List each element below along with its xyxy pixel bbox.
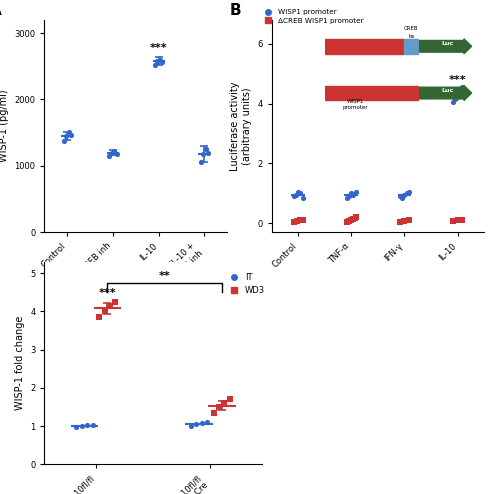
Point bbox=[220, 399, 228, 407]
Point bbox=[202, 145, 209, 153]
Point bbox=[454, 89, 462, 97]
Text: A: A bbox=[0, 3, 1, 18]
Point bbox=[290, 218, 298, 226]
Point bbox=[95, 313, 103, 321]
Point bbox=[396, 218, 404, 226]
Point bbox=[403, 189, 411, 197]
Point bbox=[67, 130, 75, 138]
Point bbox=[226, 395, 234, 403]
Point bbox=[197, 159, 205, 166]
Point bbox=[83, 421, 91, 429]
Point bbox=[60, 137, 68, 145]
Legend: IT, WD3: IT, WD3 bbox=[223, 270, 269, 298]
Point bbox=[450, 98, 457, 106]
Point bbox=[293, 217, 301, 225]
Text: B: B bbox=[229, 3, 241, 18]
Point bbox=[347, 216, 355, 224]
Point bbox=[298, 194, 306, 202]
Text: **: ** bbox=[159, 271, 170, 281]
Point bbox=[343, 218, 351, 226]
Point bbox=[453, 216, 461, 224]
Point bbox=[452, 93, 460, 101]
Point bbox=[112, 298, 120, 306]
Point bbox=[65, 128, 73, 136]
Point bbox=[298, 216, 306, 224]
Point bbox=[401, 217, 409, 225]
Point bbox=[350, 191, 358, 199]
Point bbox=[347, 189, 355, 197]
Point bbox=[396, 192, 404, 200]
Point bbox=[343, 194, 351, 202]
Point bbox=[203, 418, 211, 426]
Point bbox=[78, 422, 86, 430]
Point bbox=[345, 192, 353, 200]
Point bbox=[296, 216, 304, 224]
Point bbox=[455, 87, 463, 95]
Point bbox=[294, 188, 302, 196]
Point bbox=[156, 56, 164, 64]
Point bbox=[108, 149, 116, 157]
Point bbox=[159, 58, 166, 66]
Text: ***: *** bbox=[99, 288, 116, 298]
Y-axis label: WISP-1 (pg/ml): WISP-1 (pg/ml) bbox=[0, 89, 9, 163]
Point bbox=[110, 147, 118, 155]
Point bbox=[296, 189, 304, 197]
Point bbox=[198, 419, 206, 427]
Point bbox=[105, 152, 113, 160]
Point bbox=[204, 149, 212, 157]
Point bbox=[352, 213, 360, 221]
Point bbox=[192, 420, 200, 428]
Legend: WISP1 promoter, ΔCREB WISP1 promoter: WISP1 promoter, ΔCREB WISP1 promoter bbox=[258, 6, 367, 27]
Point bbox=[345, 217, 353, 225]
Point bbox=[62, 132, 70, 140]
Point bbox=[350, 215, 358, 223]
Text: ***: *** bbox=[449, 75, 466, 85]
Point bbox=[456, 84, 464, 92]
Y-axis label: WISP-1 fold change: WISP-1 fold change bbox=[14, 316, 25, 411]
Point bbox=[215, 403, 223, 411]
Y-axis label: Luciferase activity
(arbitrary units): Luciferase activity (arbitrary units) bbox=[230, 81, 252, 171]
Point bbox=[154, 57, 162, 65]
Point bbox=[401, 191, 409, 199]
Point bbox=[398, 194, 406, 202]
Point bbox=[101, 308, 109, 316]
Point bbox=[151, 61, 159, 69]
Point bbox=[405, 216, 412, 224]
Text: ***: *** bbox=[150, 42, 167, 53]
Point bbox=[451, 95, 458, 103]
Point bbox=[210, 409, 218, 417]
Point bbox=[458, 83, 466, 91]
Point bbox=[458, 216, 466, 224]
Point bbox=[88, 421, 96, 429]
Point bbox=[187, 422, 195, 430]
Point bbox=[73, 423, 81, 431]
Point bbox=[290, 192, 298, 200]
Point bbox=[292, 191, 300, 199]
Point bbox=[199, 150, 207, 158]
Point bbox=[113, 150, 121, 158]
Point bbox=[106, 302, 114, 310]
Point bbox=[450, 217, 457, 225]
Point bbox=[405, 188, 412, 196]
Point bbox=[352, 188, 360, 196]
Point bbox=[453, 90, 461, 98]
